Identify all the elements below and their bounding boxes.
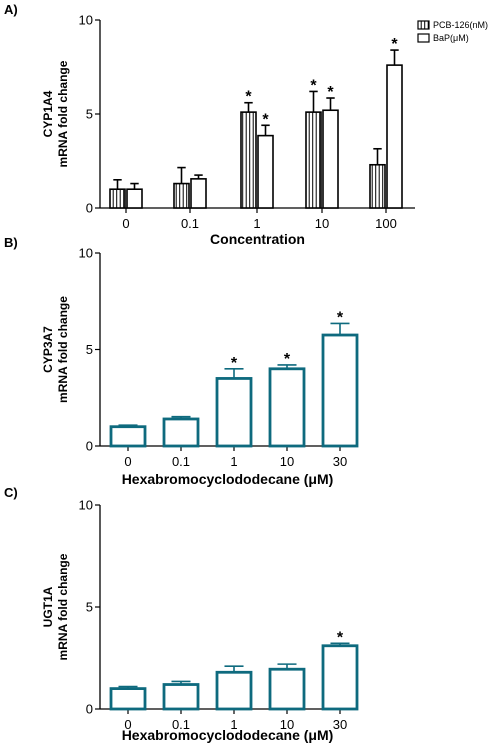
x-axis-title: Hexabromocyclododecane (μM)	[122, 727, 334, 743]
x-tick-label: 0	[124, 454, 131, 469]
bar	[322, 109, 339, 209]
bar	[257, 134, 274, 209]
significance-star: *	[231, 355, 238, 372]
y-tick-label: 10	[79, 246, 93, 261]
y-axis-title-line: UGT1A	[41, 586, 55, 627]
legend-swatch	[417, 33, 430, 43]
y-axis-title-line: CYP1A4	[41, 90, 55, 137]
y-axis-title-line: mRNA fold change	[56, 553, 70, 660]
bar	[190, 178, 207, 209]
bar	[215, 670, 253, 711]
significance-star: *	[245, 89, 252, 106]
bar	[109, 188, 126, 209]
panel-label: C)	[4, 485, 18, 500]
y-tick-label: 10	[79, 498, 93, 513]
chart-panel-2: B) 0 5 10 0 0.1 1 10 30 Hexabromocyclododecane (μ…	[4, 235, 359, 487]
y-tick-label: 0	[86, 439, 93, 454]
y-axis-title-line: mRNA fold change	[56, 60, 70, 167]
x-tick-label: 1	[230, 717, 237, 732]
significance-star: *	[262, 111, 269, 128]
panel-label: A)	[4, 2, 18, 17]
bar	[369, 163, 386, 209]
bar	[321, 644, 359, 711]
significance-star: *	[337, 309, 344, 326]
bar	[126, 188, 143, 209]
legend-entry: BaP(μM)	[433, 33, 469, 43]
significance-star: *	[284, 351, 291, 368]
x-tick-label: 10	[280, 717, 294, 732]
x-tick-label: 0.1	[181, 216, 199, 231]
y-tick-label: 0	[86, 702, 93, 717]
bar	[215, 377, 253, 448]
bar	[386, 64, 403, 209]
x-tick-label: 10	[280, 454, 294, 469]
bar	[305, 111, 322, 209]
x-tick-label: 0	[122, 216, 129, 231]
x-axis-title: Concentration	[210, 231, 305, 247]
y-tick-label: 5	[86, 107, 93, 122]
x-tick-label: 30	[333, 454, 347, 469]
y-axis-title: UGT1AmRNA fold change	[41, 553, 70, 660]
x-tick-label: 0.1	[172, 717, 190, 732]
x-tick-label: 1	[230, 454, 237, 469]
significance-star: *	[391, 36, 398, 53]
significance-star: *	[337, 629, 344, 646]
y-axis-title: CYP3A7mRNA fold change	[41, 296, 70, 403]
y-tick-label: 5	[86, 600, 93, 615]
x-tick-label: 30	[333, 717, 347, 732]
y-axis-title: CYP1A4mRNA fold change	[41, 60, 70, 167]
x-tick-label: 100	[375, 216, 397, 231]
bar	[321, 333, 359, 448]
significance-star: *	[310, 77, 317, 94]
x-tick-label: 0	[124, 717, 131, 732]
y-tick-label: 10	[79, 13, 93, 28]
bar	[162, 683, 200, 711]
x-tick-label: 1	[253, 216, 260, 231]
bar	[173, 182, 190, 209]
significance-star: *	[327, 84, 334, 101]
legend-entry: PCB-126(nM)	[433, 20, 488, 30]
y-axis-title-line: mRNA fold change	[56, 296, 70, 403]
panel-label: B)	[4, 235, 18, 250]
y-tick-label: 0	[86, 201, 93, 216]
bar	[162, 417, 200, 448]
legend-swatch	[417, 20, 430, 30]
bar	[240, 111, 257, 209]
x-tick-label: 10	[315, 216, 329, 231]
bar	[109, 425, 147, 448]
bar	[268, 367, 306, 448]
y-tick-label: 5	[86, 342, 93, 357]
y-axis-title-line: CYP3A7	[41, 326, 55, 373]
x-tick-label: 0.1	[172, 454, 190, 469]
bar	[268, 667, 306, 711]
bar	[109, 687, 147, 711]
x-axis-title: Hexabromocyclododecane (μM)	[122, 471, 334, 487]
